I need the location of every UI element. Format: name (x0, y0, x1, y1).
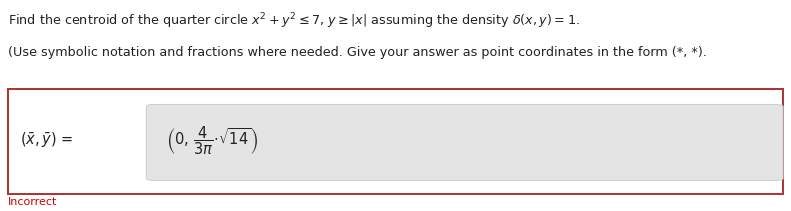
FancyBboxPatch shape (146, 104, 783, 180)
Text: $(\bar{x},\bar{y})$ =: $(\bar{x},\bar{y})$ = (20, 131, 74, 150)
Text: Find the centroid of the quarter circle $x^2 + y^2 \leq 7$, $y \geq |x|$ assumin: Find the centroid of the quarter circle … (8, 12, 580, 31)
Text: $\left(0,\,\dfrac{4}{3\pi}{\cdot}\sqrt{14}\right)$: $\left(0,\,\dfrac{4}{3\pi}{\cdot}\sqrt{1… (166, 124, 259, 157)
Text: Incorrect: Incorrect (8, 197, 57, 207)
Text: (Use symbolic notation and fractions where needed. Give your answer as point coo: (Use symbolic notation and fractions whe… (8, 46, 707, 60)
FancyBboxPatch shape (8, 89, 783, 194)
